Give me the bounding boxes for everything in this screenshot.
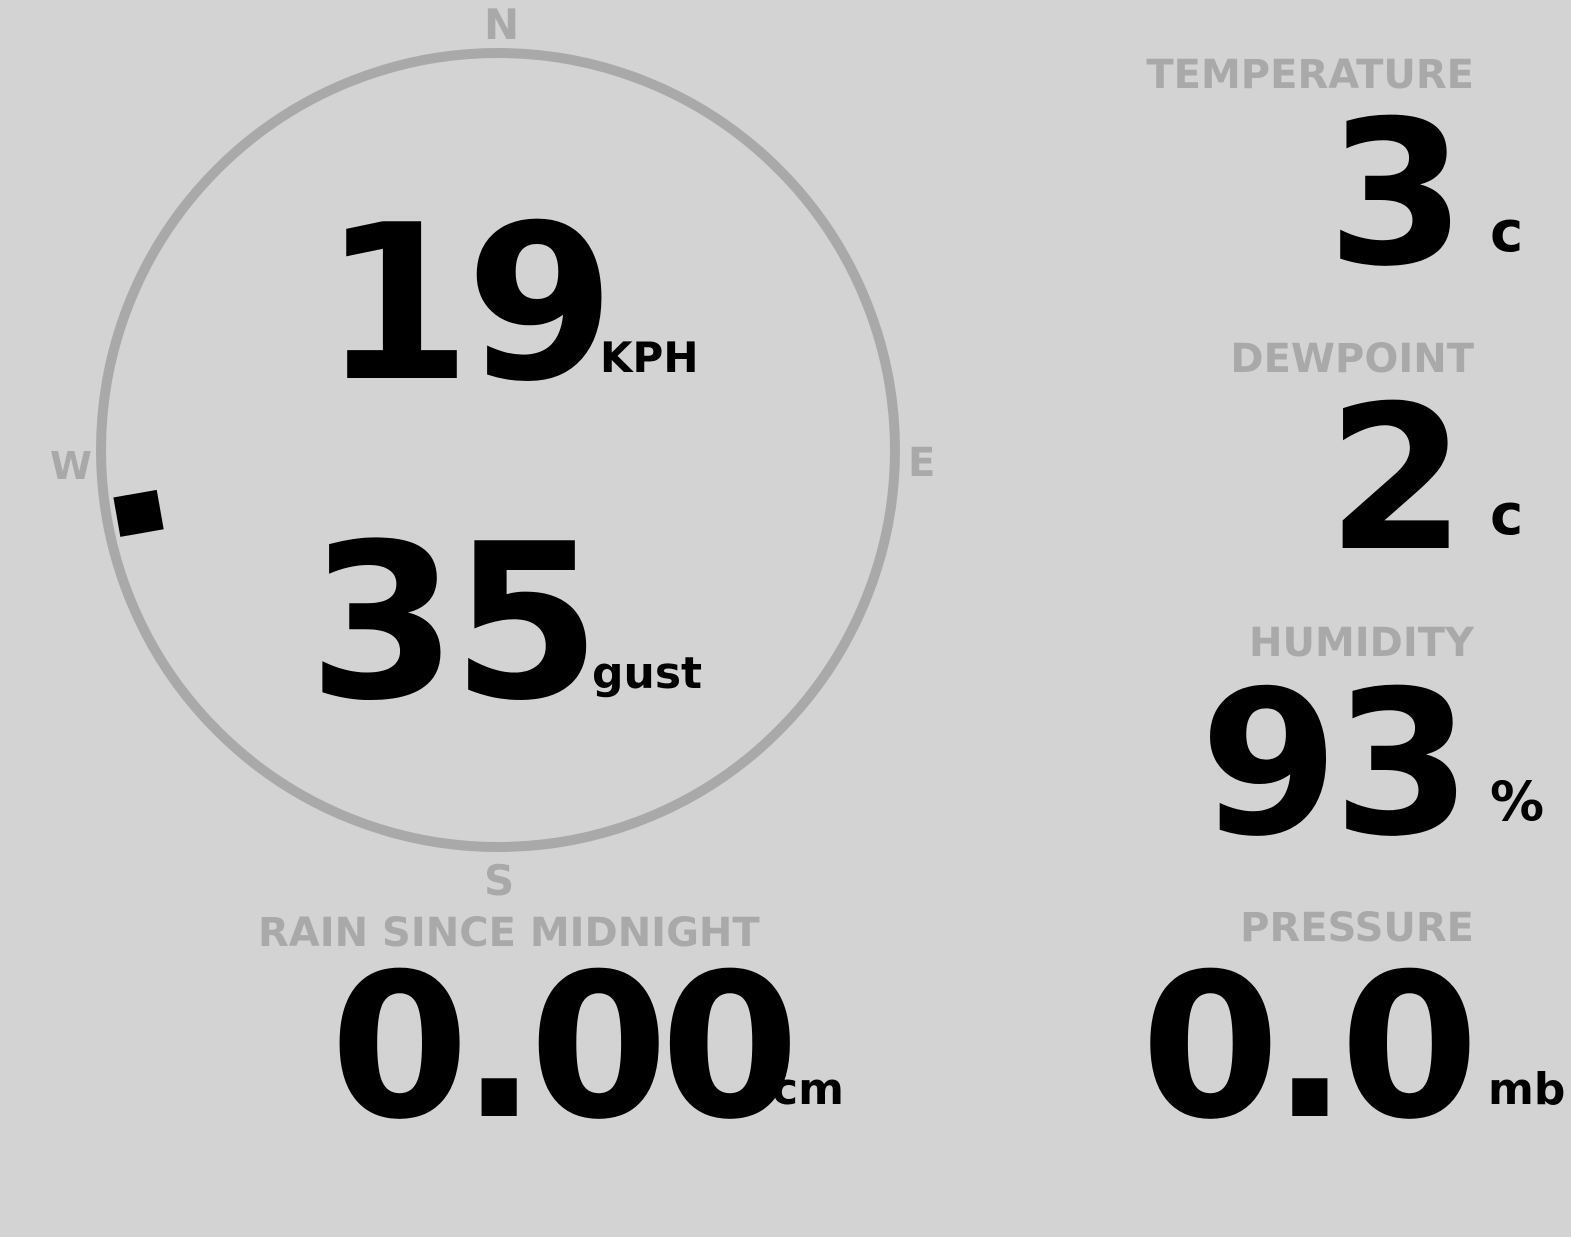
dewpoint-value: 2 (1326, 363, 1466, 596)
temperature-value: 3 (1326, 78, 1466, 311)
compass-north-label: N (484, 0, 520, 49)
rain-unit: cm (772, 1064, 844, 1115)
temperature-unit: c (1490, 200, 1524, 265)
compass-west-label: W (50, 444, 92, 488)
dewpoint-label: DEWPOINT (1230, 336, 1474, 382)
temperature-label: TEMPERATURE (1146, 52, 1474, 98)
humidity-label: HUMIDITY (1249, 620, 1474, 666)
compass-south-label: S (484, 856, 515, 905)
pressure-label: PRESSURE (1240, 905, 1474, 951)
compass-ring (96, 48, 900, 852)
rain-label: RAIN SINCE MIDNIGHT (258, 910, 760, 956)
compass-east-label: E (908, 440, 936, 486)
wind-gust-value: 35 (308, 497, 601, 748)
wind-gust-unit: gust (592, 648, 703, 699)
humidity-value: 93 (1199, 648, 1472, 881)
pressure-unit: mb (1488, 1064, 1566, 1115)
wind-direction-marker (113, 489, 164, 537)
humidity-unit: % (1490, 770, 1545, 833)
wind-speed-value: 19 (322, 178, 615, 429)
wind-speed-unit: KPH (600, 333, 699, 382)
rain-value: 0.00 (330, 931, 799, 1164)
pressure-value: 0.0 (1140, 931, 1479, 1164)
dewpoint-unit: c (1490, 483, 1524, 548)
